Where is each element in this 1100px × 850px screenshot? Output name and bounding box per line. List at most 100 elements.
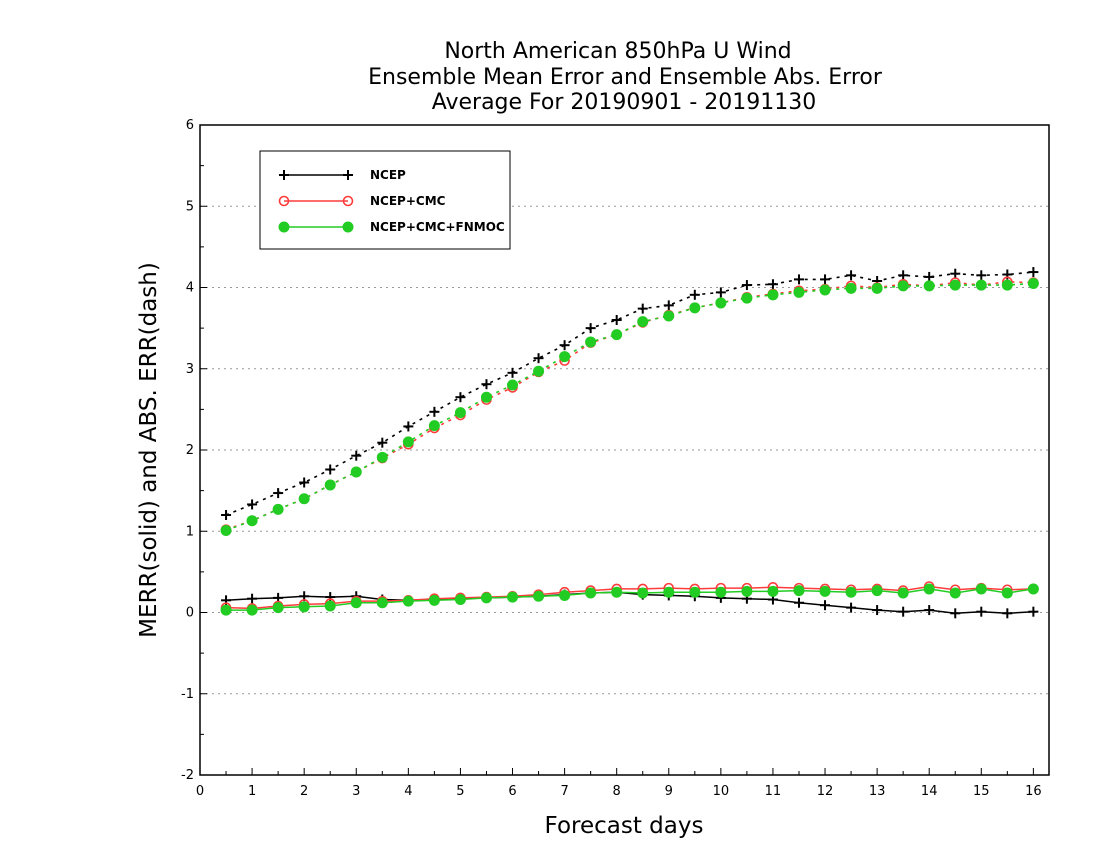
y-tick-label: -2	[181, 768, 194, 783]
legend-item-ncep-label: NCEP	[370, 168, 406, 182]
series-ncep-abs-err-point	[533, 353, 544, 364]
series-ncep-abs-err-point	[221, 510, 232, 520]
series-ncep-cmc-fnmoc-merr-point	[1001, 587, 1013, 599]
series-ncep-cmc-fnmoc-abs-err-point	[1001, 279, 1013, 291]
x-tick-label: 15	[973, 784, 990, 799]
series-ncep-cmc-fnmoc-abs-err-point	[428, 420, 440, 432]
series-ncep-cmc-fnmoc-abs-err-point	[663, 310, 675, 322]
y-tick-label: 0	[186, 606, 194, 621]
series-ncep-cmc-fnmoc-abs-err-point	[949, 279, 961, 291]
series-ncep-cmc-fnmoc-merr-point	[246, 604, 258, 616]
series-ncep-merr-point	[846, 602, 857, 613]
x-tick-label: 14	[921, 784, 938, 799]
x-tick-label: 16	[1025, 784, 1042, 799]
title-line-2: Ensemble Mean Error and Ensemble Abs. Er…	[368, 65, 883, 90]
series-ncep-abs-err-line	[225, 271, 1034, 516]
series-ncep-merr-point	[247, 593, 258, 604]
series-ncep-abs-err-point	[1028, 267, 1039, 278]
series-ncep-merr-point	[820, 600, 831, 611]
series-ncep-abs-err-point	[767, 279, 778, 290]
series-ncep-cmc-fnmoc-merr-point	[611, 586, 623, 598]
series-ncep-cmc-fnmoc-merr-point	[324, 600, 336, 612]
series-ncep-merr-point	[924, 605, 935, 616]
y-tick-label: 5	[186, 199, 194, 214]
series-ncep-cmc-fnmoc-abs-err-point	[324, 479, 336, 491]
series-ncep-abs-err-point	[273, 488, 284, 499]
series-ncep-cmc-fnmoc-merr-point	[975, 583, 987, 595]
y-tick-label: 2	[186, 443, 194, 458]
legend-item-ncep-cmc-fnmoc: NCEP+CMC+FNMOC	[278, 220, 505, 234]
series-ncep-cmc-fnmoc-merr-point	[533, 590, 545, 602]
series-ncep-abs-err-point	[924, 271, 935, 282]
series-ncep-merr-point	[898, 606, 909, 617]
series-ncep-cmc-fnmoc-merr-point	[871, 585, 883, 597]
series-ncep-merr-point	[1028, 606, 1039, 617]
series-ncep-cmc-fnmoc-merr-point	[637, 587, 649, 599]
series-ncep-abs-err-point	[689, 289, 700, 300]
series-ncep-cmc-fnmoc-merr-point	[793, 585, 805, 597]
series-ncep-cmc-fnmoc-merr-point	[949, 587, 961, 599]
x-tick-label: 5	[456, 784, 464, 799]
series-ncep-merr-point	[976, 606, 987, 617]
series-ncep-abs-err-point	[481, 379, 492, 390]
series-ncep-abs-err-point	[299, 477, 310, 488]
series-ncep-cmc-fnmoc-merr-point	[923, 583, 935, 595]
series-ncep-abs-err-point	[455, 392, 466, 403]
series-ncep-abs-err-point	[507, 367, 518, 378]
series-ncep-cmc-fnmoc-merr-point	[845, 586, 857, 598]
gridlines	[200, 205, 1049, 695]
series-ncep-abs-err-point	[403, 421, 414, 432]
series-ncep-cmc-fnmoc-abs-err-point	[923, 280, 935, 292]
series-ncep-cmc-fnmoc-merr-point	[428, 594, 440, 606]
series-ncep-cmc-fnmoc-abs-err-point	[376, 451, 388, 463]
series-ncep-cmc-fnmoc-abs-err-point	[871, 282, 883, 294]
series-ncep-cmc-fnmoc-merr-line	[226, 588, 1034, 611]
legend-item-ncep-cmc-marker-left	[278, 195, 290, 207]
series-ncep-cmc-fnmoc-merr-point	[298, 601, 310, 613]
series-ncep-merr-point	[1002, 608, 1013, 619]
series-ncep-cmc	[220, 276, 1039, 614]
x-axis-label: Forecast days	[545, 813, 704, 839]
series-ncep-cmc-fnmoc-abs-err-point	[637, 316, 649, 328]
series-ncep-merr-point	[872, 605, 883, 616]
series-ncep-cmc-fnmoc-merr-point	[897, 587, 909, 599]
series-ncep-cmc-fnmoc-abs-err-point	[845, 282, 857, 294]
x-tick-label: 2	[300, 784, 308, 799]
series-ncep-cmc-fnmoc-abs-err-point	[585, 336, 597, 348]
series-ncep-abs-err-point	[898, 270, 909, 281]
legend-item-ncep-marker-left	[279, 170, 289, 180]
series-ncep-merr-line	[225, 591, 1034, 615]
series-ncep-cmc-fnmoc-abs-err-point	[272, 503, 284, 515]
series-ncep-abs-err-point	[637, 303, 648, 314]
x-tick-label: 3	[352, 784, 360, 799]
legend-item-ncep-marker-right	[343, 170, 353, 180]
legend: NCEP NCEP+CMC NCEP+CMC+FNMOC	[259, 150, 511, 250]
title-line-1: North American 850hPa U Wind	[444, 39, 791, 64]
series-ncep-cmc-fnmoc-merr-point	[819, 585, 831, 597]
series-lines	[220, 267, 1039, 619]
series-ncep-merr-point	[793, 597, 804, 608]
series-ncep-merr-point	[950, 608, 961, 619]
series-ncep-cmc-fnmoc-abs-err-point	[793, 286, 805, 298]
legend-item-ncep-cmc-fnmoc-label: NCEP+CMC+FNMOC	[370, 220, 505, 234]
title-line-3: Average For 20190901 - 20191130	[432, 90, 817, 115]
series-ncep	[221, 267, 1039, 619]
series-ncep-cmc-abs-err-line	[225, 280, 1034, 531]
series-ncep-cmc-fnmoc-abs-err-line	[225, 282, 1034, 532]
series-ncep-cmc-fnmoc-abs-err-point	[559, 351, 571, 363]
series-ncep-abs-err-point	[377, 437, 388, 448]
series-ncep-cmc-fnmoc-merr-point	[559, 589, 571, 601]
series-ncep-cmc-fnmoc-abs-err-point	[819, 284, 831, 296]
y-tick-label: 1	[186, 524, 194, 539]
series-ncep-cmc-fnmoc-abs-err-point	[767, 289, 779, 301]
series-ncep-abs-err-point	[351, 450, 362, 461]
series-ncep-abs-err-point	[429, 406, 440, 417]
series-ncep-cmc-fnmoc-merr-point	[767, 585, 779, 597]
series-ncep-cmc-fnmoc-abs-err-point	[350, 466, 362, 478]
legend-item-ncep-cmc-fnmoc-marker-left	[278, 221, 290, 233]
series-ncep-cmc-fnmoc-abs-err-point	[611, 329, 623, 341]
legend-item-ncep-cmc-label: NCEP+CMC	[370, 194, 446, 208]
y-tick-label: 4	[186, 281, 194, 296]
series-ncep-abs-err-point	[950, 268, 961, 279]
